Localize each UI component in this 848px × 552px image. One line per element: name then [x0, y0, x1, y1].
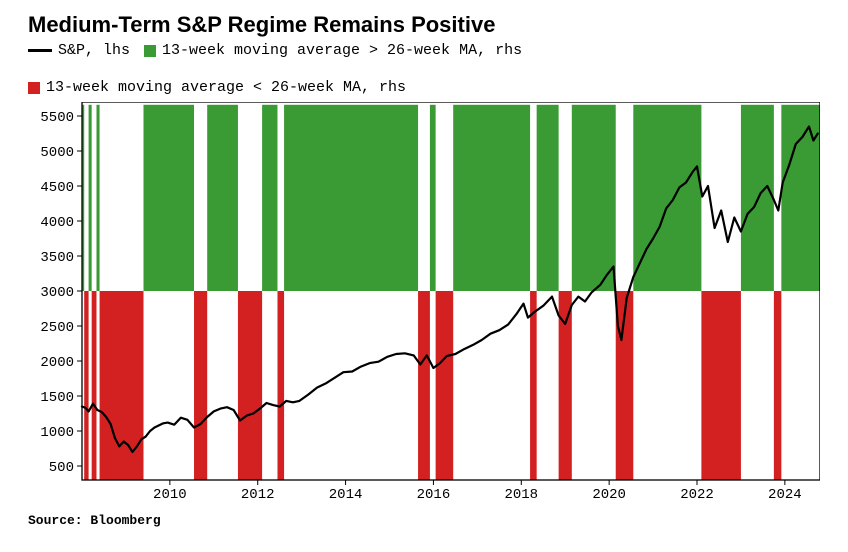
pos-swatch: [144, 45, 156, 57]
y-tick-label: 3000: [40, 285, 74, 301]
y-tick-label: 1000: [40, 425, 74, 441]
y-tick-label: 5000: [40, 145, 74, 161]
y-tick-label: 1500: [40, 390, 74, 406]
x-tick-label: 2014: [329, 487, 363, 502]
y-tick-label: 2500: [40, 320, 74, 336]
y-tick-label: 5500: [40, 110, 74, 126]
y-tick-label: 2000: [40, 355, 74, 371]
chart-svg: 500 1000 1500 2000 2500 3000 3500 4000 4500 5000 5…: [28, 102, 820, 502]
legend: S&P, lhs 13-week moving average > 26-week…: [28, 42, 820, 96]
chart-plot: 500 1000 1500 2000 2500 3000 3500 4000 4500 5000 5…: [28, 102, 820, 507]
legend-item-pos: 13-week moving average > 26-week MA, rhs: [144, 42, 522, 59]
legend-label-sp: S&P, lhs: [58, 42, 130, 59]
y-tick-label: 4500: [40, 180, 74, 196]
y-tick-label: 3500: [40, 250, 74, 266]
source-text: Source: Bloomberg: [28, 513, 820, 528]
x-tick-label: 2022: [680, 487, 714, 502]
x-tick-label: 2020: [592, 487, 626, 502]
legend-item-sp: S&P, lhs: [28, 42, 130, 59]
legend-label-neg: 13-week moving average < 26-week MA, rhs: [46, 79, 406, 96]
sp-swatch: [28, 49, 52, 52]
legend-item-neg: 13-week moving average < 26-week MA, rhs: [28, 79, 406, 96]
x-tick-label: 2012: [241, 487, 275, 502]
x-tick-label: 2024: [768, 487, 802, 502]
x-tick-label: 2018: [504, 487, 538, 502]
x-tick-label: 2016: [417, 487, 451, 502]
y-tick-label: 4000: [40, 215, 74, 231]
chart-title: Medium-Term S&P Regime Remains Positive: [28, 12, 820, 38]
legend-label-pos: 13-week moving average > 26-week MA, rhs: [162, 42, 522, 59]
x-tick-label: 2010: [153, 487, 187, 502]
y-tick-label: 500: [49, 460, 74, 476]
neg-swatch: [28, 82, 40, 94]
